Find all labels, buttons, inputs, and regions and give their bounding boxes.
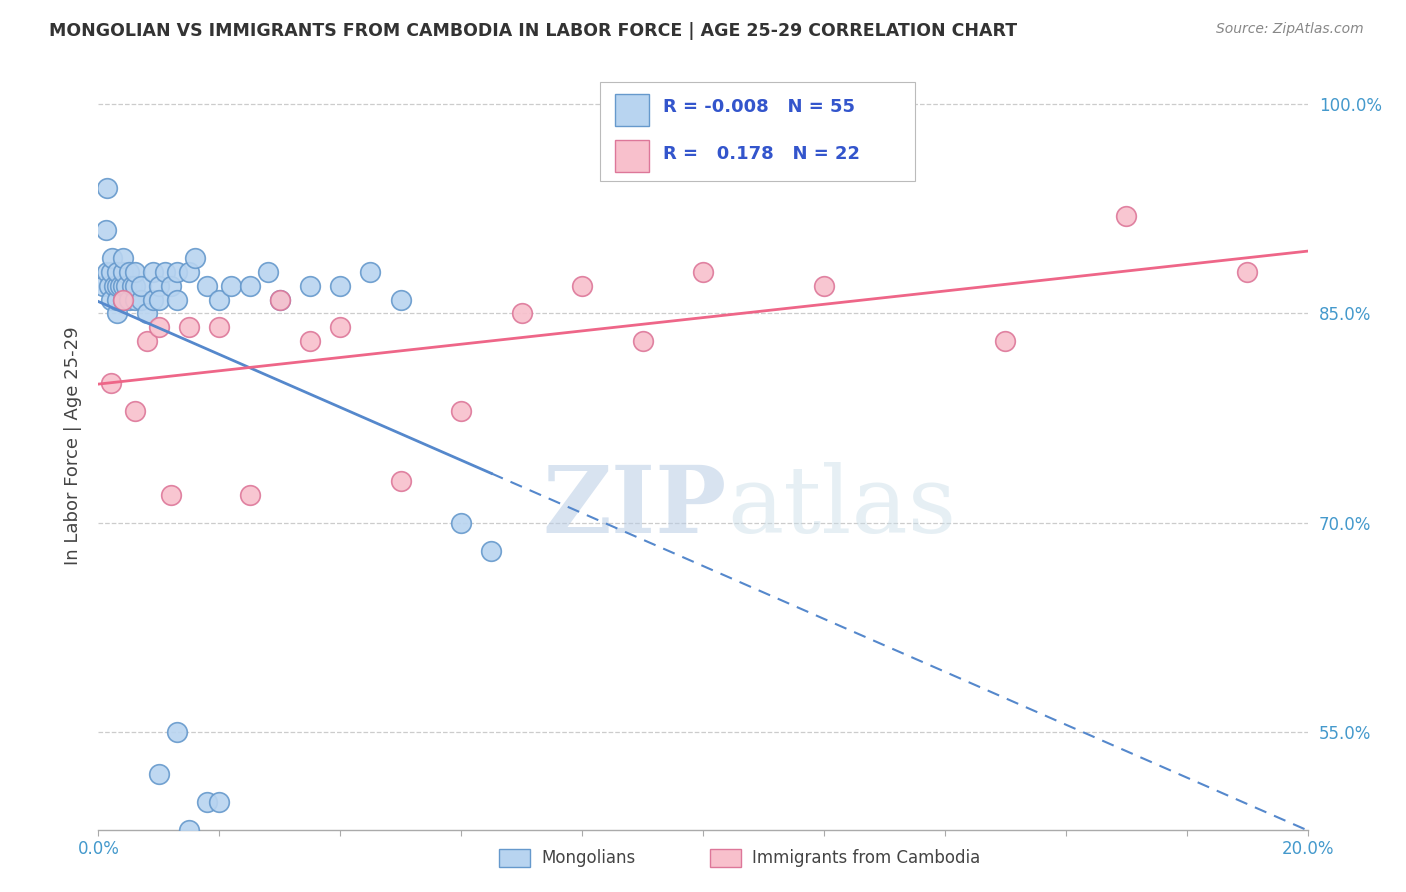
Point — [124, 265, 146, 279]
Text: ZIP: ZIP — [543, 462, 727, 552]
Point — [96, 181, 118, 195]
Bar — [614, 94, 648, 126]
Point — [91, 278, 114, 293]
Point — [329, 278, 352, 293]
Point — [166, 265, 188, 279]
Point — [124, 293, 146, 307]
Point — [108, 278, 131, 293]
Point — [166, 293, 188, 307]
Point — [299, 278, 322, 293]
Point — [184, 251, 207, 265]
Point — [389, 474, 412, 488]
Point — [100, 293, 122, 307]
Point — [256, 265, 278, 279]
Point — [100, 265, 122, 279]
Point — [179, 320, 201, 334]
Point — [148, 278, 170, 293]
Point — [481, 543, 503, 558]
FancyBboxPatch shape — [600, 81, 915, 181]
Point — [160, 488, 183, 502]
Point — [96, 265, 118, 279]
Point — [813, 278, 835, 293]
Text: Mongolians: Mongolians — [541, 849, 636, 867]
Point — [142, 293, 165, 307]
Point — [179, 265, 201, 279]
Point — [208, 293, 231, 307]
Point — [269, 293, 291, 307]
Point — [299, 334, 322, 349]
Point — [98, 278, 121, 293]
Point — [103, 278, 125, 293]
Point — [1236, 265, 1258, 279]
Point — [148, 293, 170, 307]
Point — [510, 306, 533, 320]
Text: atlas: atlas — [727, 462, 956, 552]
Text: R = -0.008   N = 55: R = -0.008 N = 55 — [664, 98, 855, 116]
Point — [142, 265, 165, 279]
Point — [148, 766, 170, 780]
Point — [239, 278, 262, 293]
Point — [153, 265, 176, 279]
Point — [692, 265, 714, 279]
Point — [111, 293, 134, 307]
Point — [94, 223, 117, 237]
Point — [129, 293, 152, 307]
Point — [1115, 209, 1137, 223]
Point — [121, 278, 143, 293]
Point — [166, 725, 188, 739]
Text: MONGOLIAN VS IMMIGRANTS FROM CAMBODIA IN LABOR FORCE | AGE 25-29 CORRELATION CHA: MONGOLIAN VS IMMIGRANTS FROM CAMBODIA IN… — [49, 22, 1018, 40]
Point — [135, 334, 157, 349]
Point — [179, 822, 201, 837]
Point — [111, 278, 134, 293]
Text: Source: ZipAtlas.com: Source: ZipAtlas.com — [1216, 22, 1364, 37]
Point — [148, 320, 170, 334]
Point — [631, 334, 654, 349]
Point — [389, 293, 412, 307]
Point — [105, 265, 128, 279]
Point — [124, 278, 146, 293]
Point — [118, 265, 141, 279]
Point — [450, 404, 472, 418]
Point — [360, 265, 382, 279]
Point — [129, 278, 152, 293]
Text: R =   0.178   N = 22: R = 0.178 N = 22 — [664, 145, 860, 162]
Point — [114, 278, 136, 293]
Point — [124, 404, 146, 418]
Point — [100, 376, 122, 391]
Point — [208, 795, 231, 809]
Point — [195, 278, 218, 293]
Point — [135, 306, 157, 320]
Point — [208, 320, 231, 334]
Point — [571, 278, 593, 293]
Point — [450, 516, 472, 530]
Point — [118, 293, 141, 307]
Bar — [614, 140, 648, 172]
Point — [105, 293, 128, 307]
Point — [111, 293, 134, 307]
Point — [269, 293, 291, 307]
Point — [100, 251, 122, 265]
Point — [195, 795, 218, 809]
Point — [994, 334, 1017, 349]
Y-axis label: In Labor Force | Age 25-29: In Labor Force | Age 25-29 — [63, 326, 82, 566]
Point — [105, 306, 128, 320]
Point — [111, 265, 134, 279]
Point — [105, 278, 128, 293]
Point — [221, 278, 243, 293]
Text: Immigrants from Cambodia: Immigrants from Cambodia — [752, 849, 980, 867]
Point — [239, 488, 262, 502]
Point — [111, 251, 134, 265]
Point — [160, 278, 183, 293]
Point — [329, 320, 352, 334]
